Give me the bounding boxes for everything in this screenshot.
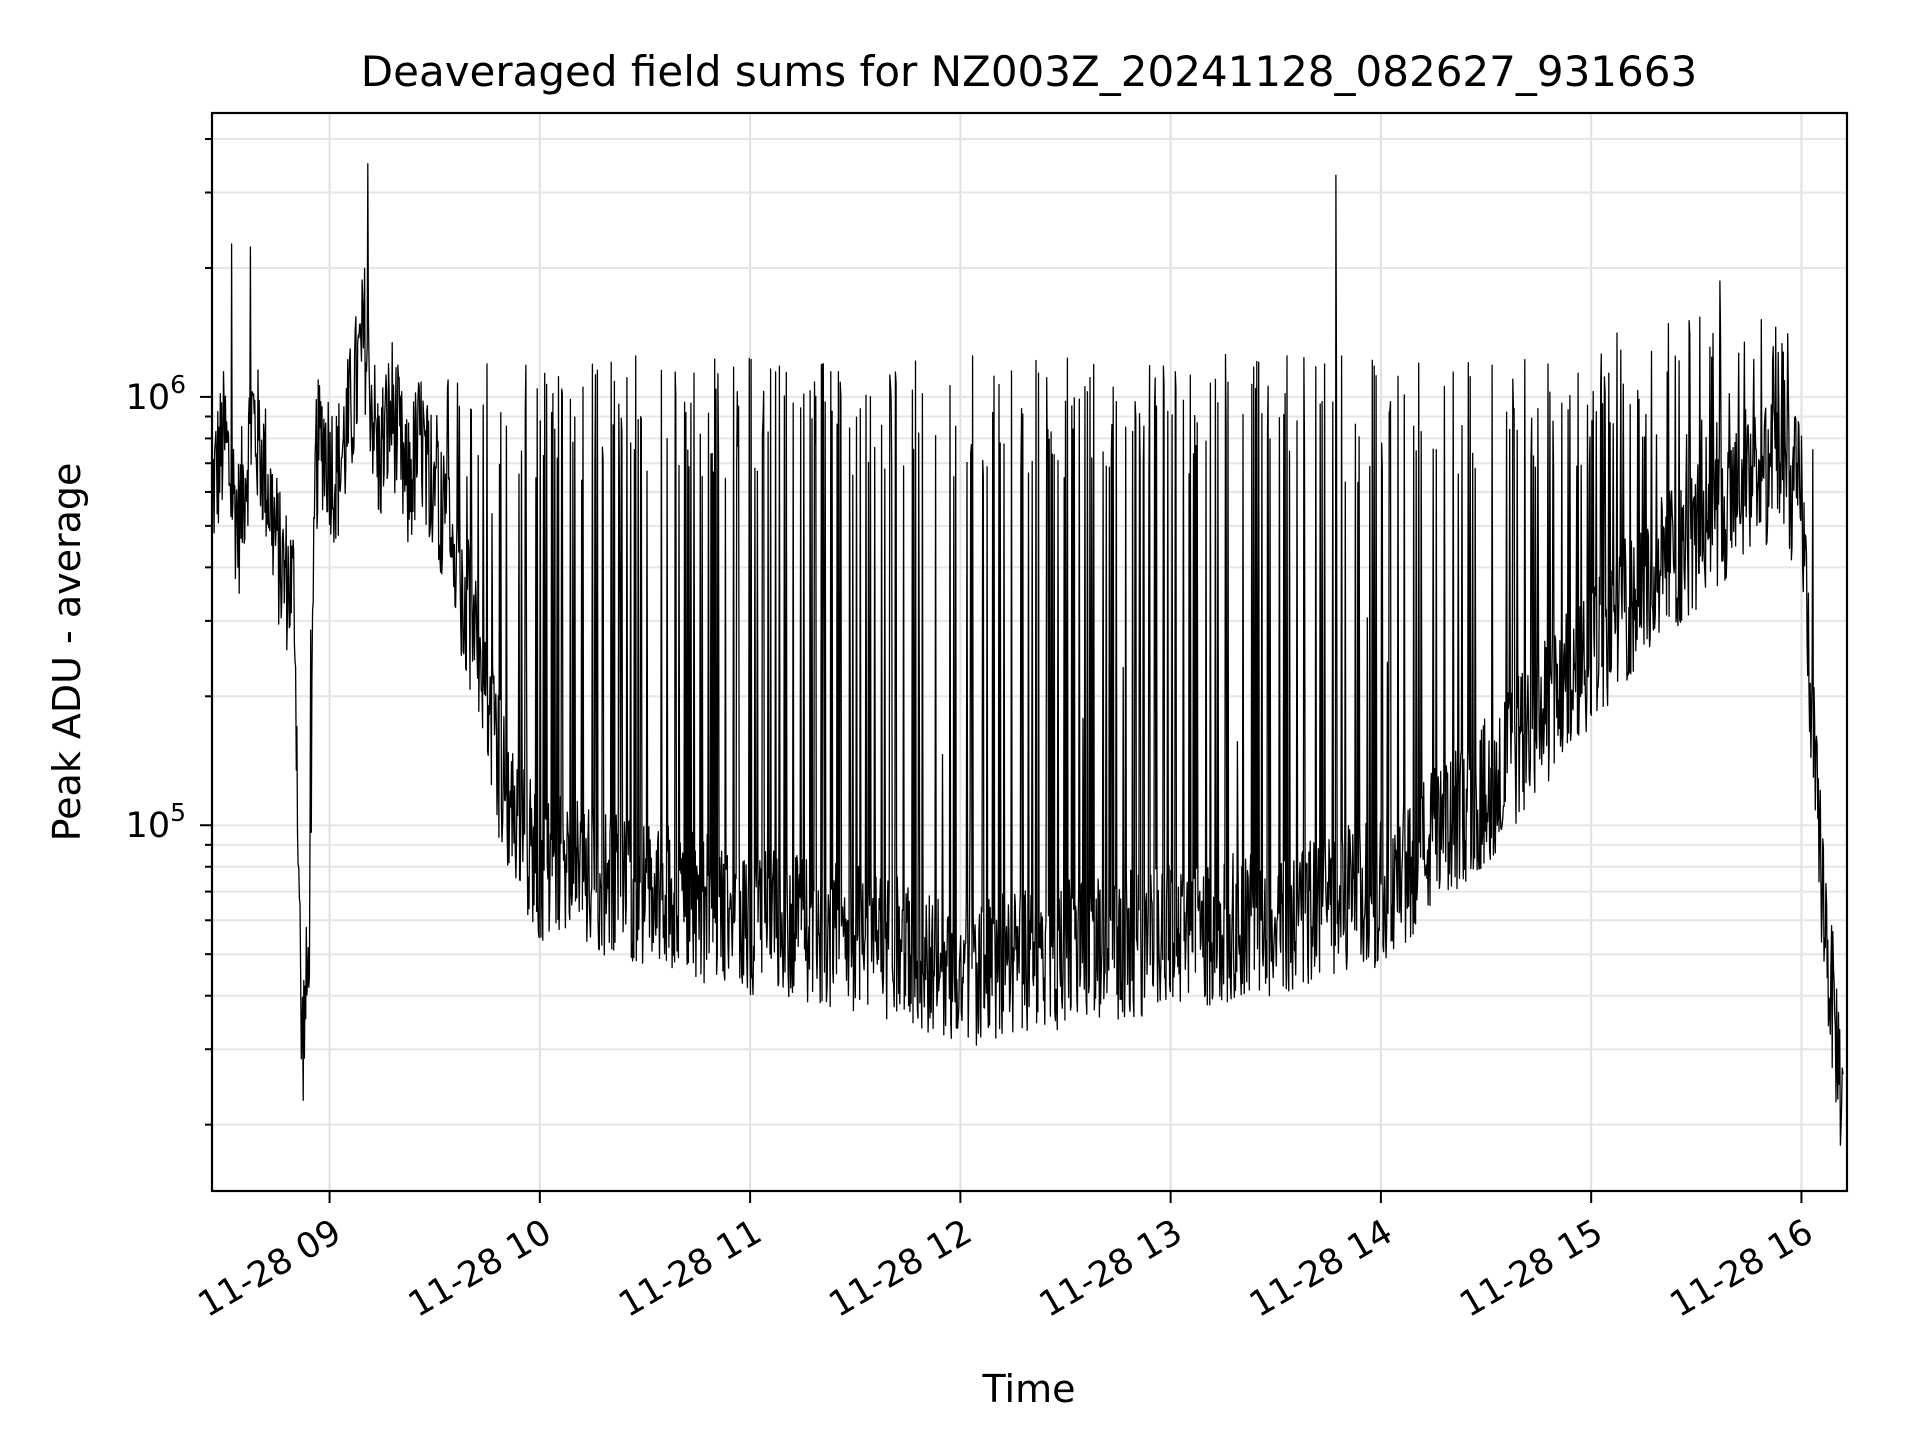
y-axis-label: Peak ADU - average [45, 463, 89, 842]
x-axis-label: Time [982, 1367, 1076, 1411]
y-tick-label: 105 [126, 798, 186, 846]
plot-frame [210, 111, 1849, 1193]
series-line [212, 163, 1844, 1146]
y-axis: 105 106 [126, 137, 212, 1126]
plot-area [212, 163, 1844, 1146]
y-tick-label: 106 [126, 370, 186, 418]
chart-title: Deaveraged field sums for NZ003Z_2024112… [361, 47, 1697, 96]
